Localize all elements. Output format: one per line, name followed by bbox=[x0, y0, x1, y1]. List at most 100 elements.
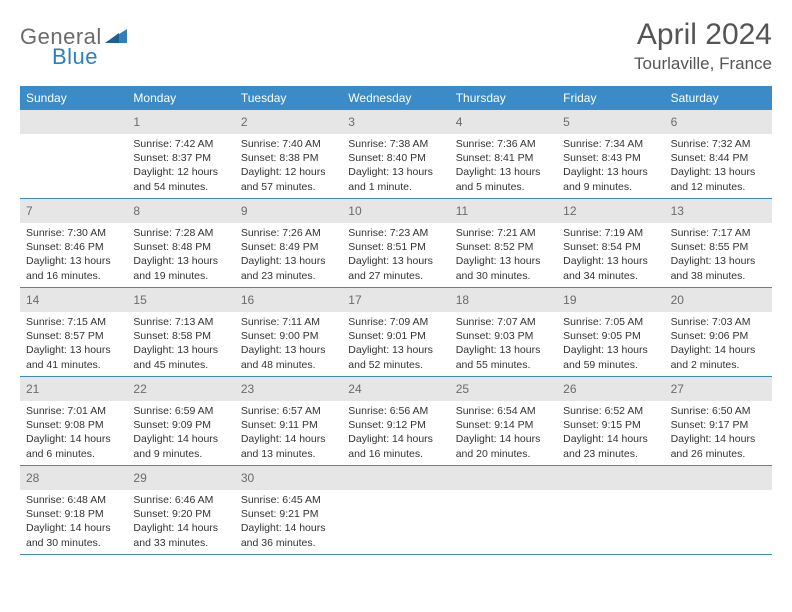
sunrise-line: Sunrise: 7:19 AM bbox=[563, 226, 658, 240]
day-number-row: 18 bbox=[450, 288, 557, 312]
daylight-line: Daylight: 13 hours and 5 minutes. bbox=[456, 165, 551, 193]
day-number-row: . bbox=[557, 466, 664, 490]
calendar-day-cell: 24Sunrise: 6:56 AMSunset: 9:12 PMDayligh… bbox=[342, 377, 449, 465]
calendar-day-cell: 2Sunrise: 7:40 AMSunset: 8:38 PMDaylight… bbox=[235, 110, 342, 198]
daylight-line: Daylight: 13 hours and 27 minutes. bbox=[348, 254, 443, 282]
day-number-row: 5 bbox=[557, 110, 664, 134]
sunrise-line: Sunrise: 7:32 AM bbox=[671, 137, 766, 151]
sunrise-line: Sunrise: 7:28 AM bbox=[133, 226, 228, 240]
daylight-line: Daylight: 13 hours and 30 minutes. bbox=[456, 254, 551, 282]
sunrise-line: Sunrise: 7:11 AM bbox=[241, 315, 336, 329]
day-body: Sunrise: 7:23 AMSunset: 8:51 PMDaylight:… bbox=[342, 223, 449, 287]
sunset-line: Sunset: 9:01 PM bbox=[348, 329, 443, 343]
calendar-day-cell: . bbox=[665, 466, 772, 554]
day-number: 13 bbox=[671, 204, 684, 218]
sunrise-line: Sunrise: 6:59 AM bbox=[133, 404, 228, 418]
sunset-line: Sunset: 9:15 PM bbox=[563, 418, 658, 432]
day-body: Sunrise: 7:09 AMSunset: 9:01 PMDaylight:… bbox=[342, 312, 449, 376]
day-body: Sunrise: 7:32 AMSunset: 8:44 PMDaylight:… bbox=[665, 134, 772, 198]
day-body: Sunrise: 7:26 AMSunset: 8:49 PMDaylight:… bbox=[235, 223, 342, 287]
weekday-header: Tuesday bbox=[235, 86, 342, 110]
day-number: 1 bbox=[133, 115, 140, 129]
day-number-row: 13 bbox=[665, 199, 772, 223]
day-body bbox=[450, 490, 557, 497]
sunset-line: Sunset: 9:11 PM bbox=[241, 418, 336, 432]
day-number-row: 6 bbox=[665, 110, 772, 134]
weekday-header: Saturday bbox=[665, 86, 772, 110]
day-number-row: 25 bbox=[450, 377, 557, 401]
daylight-line: Daylight: 13 hours and 9 minutes. bbox=[563, 165, 658, 193]
sunset-line: Sunset: 8:41 PM bbox=[456, 151, 551, 165]
sunset-line: Sunset: 8:48 PM bbox=[133, 240, 228, 254]
calendar-week-row: 14Sunrise: 7:15 AMSunset: 8:57 PMDayligh… bbox=[20, 288, 772, 377]
calendar-day-cell: 6 Sunrise: 7:32 AMSunset: 8:44 PMDaylight… bbox=[665, 110, 772, 198]
day-number: 6 bbox=[671, 115, 678, 129]
day-number: 14 bbox=[26, 293, 39, 307]
daylight-line: Daylight: 13 hours and 12 minutes. bbox=[671, 165, 766, 193]
day-number-row: 16 bbox=[235, 288, 342, 312]
sunrise-line: Sunrise: 6:48 AM bbox=[26, 493, 121, 507]
calendar-day-cell: 28Sunrise: 6:48 AMSunset: 9:18 PMDayligh… bbox=[20, 466, 127, 554]
daylight-line: Daylight: 13 hours and 59 minutes. bbox=[563, 343, 658, 371]
sunset-line: Sunset: 9:20 PM bbox=[133, 507, 228, 521]
sunrise-line: Sunrise: 7:05 AM bbox=[563, 315, 658, 329]
calendar-day-cell: 11Sunrise: 7:21 AMSunset: 8:52 PMDayligh… bbox=[450, 199, 557, 287]
sunrise-line: Sunrise: 7:21 AM bbox=[456, 226, 551, 240]
day-number: 26 bbox=[563, 382, 576, 396]
sunset-line: Sunset: 8:40 PM bbox=[348, 151, 443, 165]
sunset-line: Sunset: 8:52 PM bbox=[456, 240, 551, 254]
day-body: Sunrise: 7:03 AMSunset: 9:06 PMDaylight:… bbox=[665, 312, 772, 376]
daylight-line: Daylight: 13 hours and 23 minutes. bbox=[241, 254, 336, 282]
calendar-day-cell: 7Sunrise: 7:30 AMSunset: 8:46 PMDaylight… bbox=[20, 199, 127, 287]
day-number-row: . bbox=[20, 110, 127, 134]
daylight-line: Daylight: 14 hours and 36 minutes. bbox=[241, 521, 336, 549]
day-number-row: 27 bbox=[665, 377, 772, 401]
day-body bbox=[557, 490, 664, 497]
calendar-day-cell: 27Sunrise: 6:50 AMSunset: 9:17 PMDayligh… bbox=[665, 377, 772, 465]
day-body: Sunrise: 6:56 AMSunset: 9:12 PMDaylight:… bbox=[342, 401, 449, 465]
day-number-row: . bbox=[342, 466, 449, 490]
daylight-line: Daylight: 12 hours and 57 minutes. bbox=[241, 165, 336, 193]
calendar-day-cell: 16Sunrise: 7:11 AMSunset: 9:00 PMDayligh… bbox=[235, 288, 342, 376]
sunrise-line: Sunrise: 7:26 AM bbox=[241, 226, 336, 240]
day-body: Sunrise: 6:57 AMSunset: 9:11 PMDaylight:… bbox=[235, 401, 342, 465]
daylight-line: Daylight: 14 hours and 26 minutes. bbox=[671, 432, 766, 460]
sunset-line: Sunset: 9:17 PM bbox=[671, 418, 766, 432]
day-body: Sunrise: 7:42 AMSunset: 8:37 PMDaylight:… bbox=[127, 134, 234, 198]
sunrise-line: Sunrise: 7:15 AM bbox=[26, 315, 121, 329]
sunset-line: Sunset: 9:21 PM bbox=[241, 507, 336, 521]
day-number: 3 bbox=[348, 115, 355, 129]
day-number-row: 19 bbox=[557, 288, 664, 312]
day-number-row: 14 bbox=[20, 288, 127, 312]
calendar-day-cell: 10Sunrise: 7:23 AMSunset: 8:51 PMDayligh… bbox=[342, 199, 449, 287]
sunset-line: Sunset: 8:43 PM bbox=[563, 151, 658, 165]
page-header: General April 2024 Tourlaville, France bbox=[20, 18, 772, 74]
calendar-day-cell: . bbox=[557, 466, 664, 554]
sunset-line: Sunset: 8:51 PM bbox=[348, 240, 443, 254]
day-number: 4 bbox=[456, 115, 463, 129]
sunrise-line: Sunrise: 6:56 AM bbox=[348, 404, 443, 418]
calendar-page: General April 2024 Tourlaville, France B… bbox=[0, 0, 792, 565]
sunset-line: Sunset: 9:12 PM bbox=[348, 418, 443, 432]
calendar-day-cell: 18Sunrise: 7:07 AMSunset: 9:03 PMDayligh… bbox=[450, 288, 557, 376]
calendar-day-cell: 19Sunrise: 7:05 AMSunset: 9:05 PMDayligh… bbox=[557, 288, 664, 376]
brand-triangle-icon bbox=[105, 27, 127, 48]
day-body: Sunrise: 6:46 AMSunset: 9:20 PMDaylight:… bbox=[127, 490, 234, 554]
calendar-day-cell: 1 Sunrise: 7:42 AMSunset: 8:37 PMDaylight… bbox=[127, 110, 234, 198]
daylight-line: Daylight: 14 hours and 6 minutes. bbox=[26, 432, 121, 460]
daylight-line: Daylight: 13 hours and 48 minutes. bbox=[241, 343, 336, 371]
calendar-day-cell: 4 Sunrise: 7:36 AMSunset: 8:41 PMDaylight… bbox=[450, 110, 557, 198]
day-body: Sunrise: 7:28 AMSunset: 8:48 PMDaylight:… bbox=[127, 223, 234, 287]
day-body: Sunrise: 7:30 AMSunset: 8:46 PMDaylight:… bbox=[20, 223, 127, 287]
day-body: Sunrise: 7:36 AMSunset: 8:41 PMDaylight:… bbox=[450, 134, 557, 198]
calendar-week-row: 7Sunrise: 7:30 AMSunset: 8:46 PMDaylight… bbox=[20, 199, 772, 288]
day-number: 18 bbox=[456, 293, 469, 307]
day-body: Sunrise: 6:54 AMSunset: 9:14 PMDaylight:… bbox=[450, 401, 557, 465]
calendar-day-cell: 8Sunrise: 7:28 AMSunset: 8:48 PMDaylight… bbox=[127, 199, 234, 287]
month-title: April 2024 bbox=[634, 18, 772, 52]
day-number: 22 bbox=[133, 382, 146, 396]
day-body: Sunrise: 7:01 AMSunset: 9:08 PMDaylight:… bbox=[20, 401, 127, 465]
day-number-row: 21 bbox=[20, 377, 127, 401]
brand-name-part2: Blue bbox=[52, 44, 98, 70]
calendar-day-cell: 12Sunrise: 7:19 AMSunset: 8:54 PMDayligh… bbox=[557, 199, 664, 287]
